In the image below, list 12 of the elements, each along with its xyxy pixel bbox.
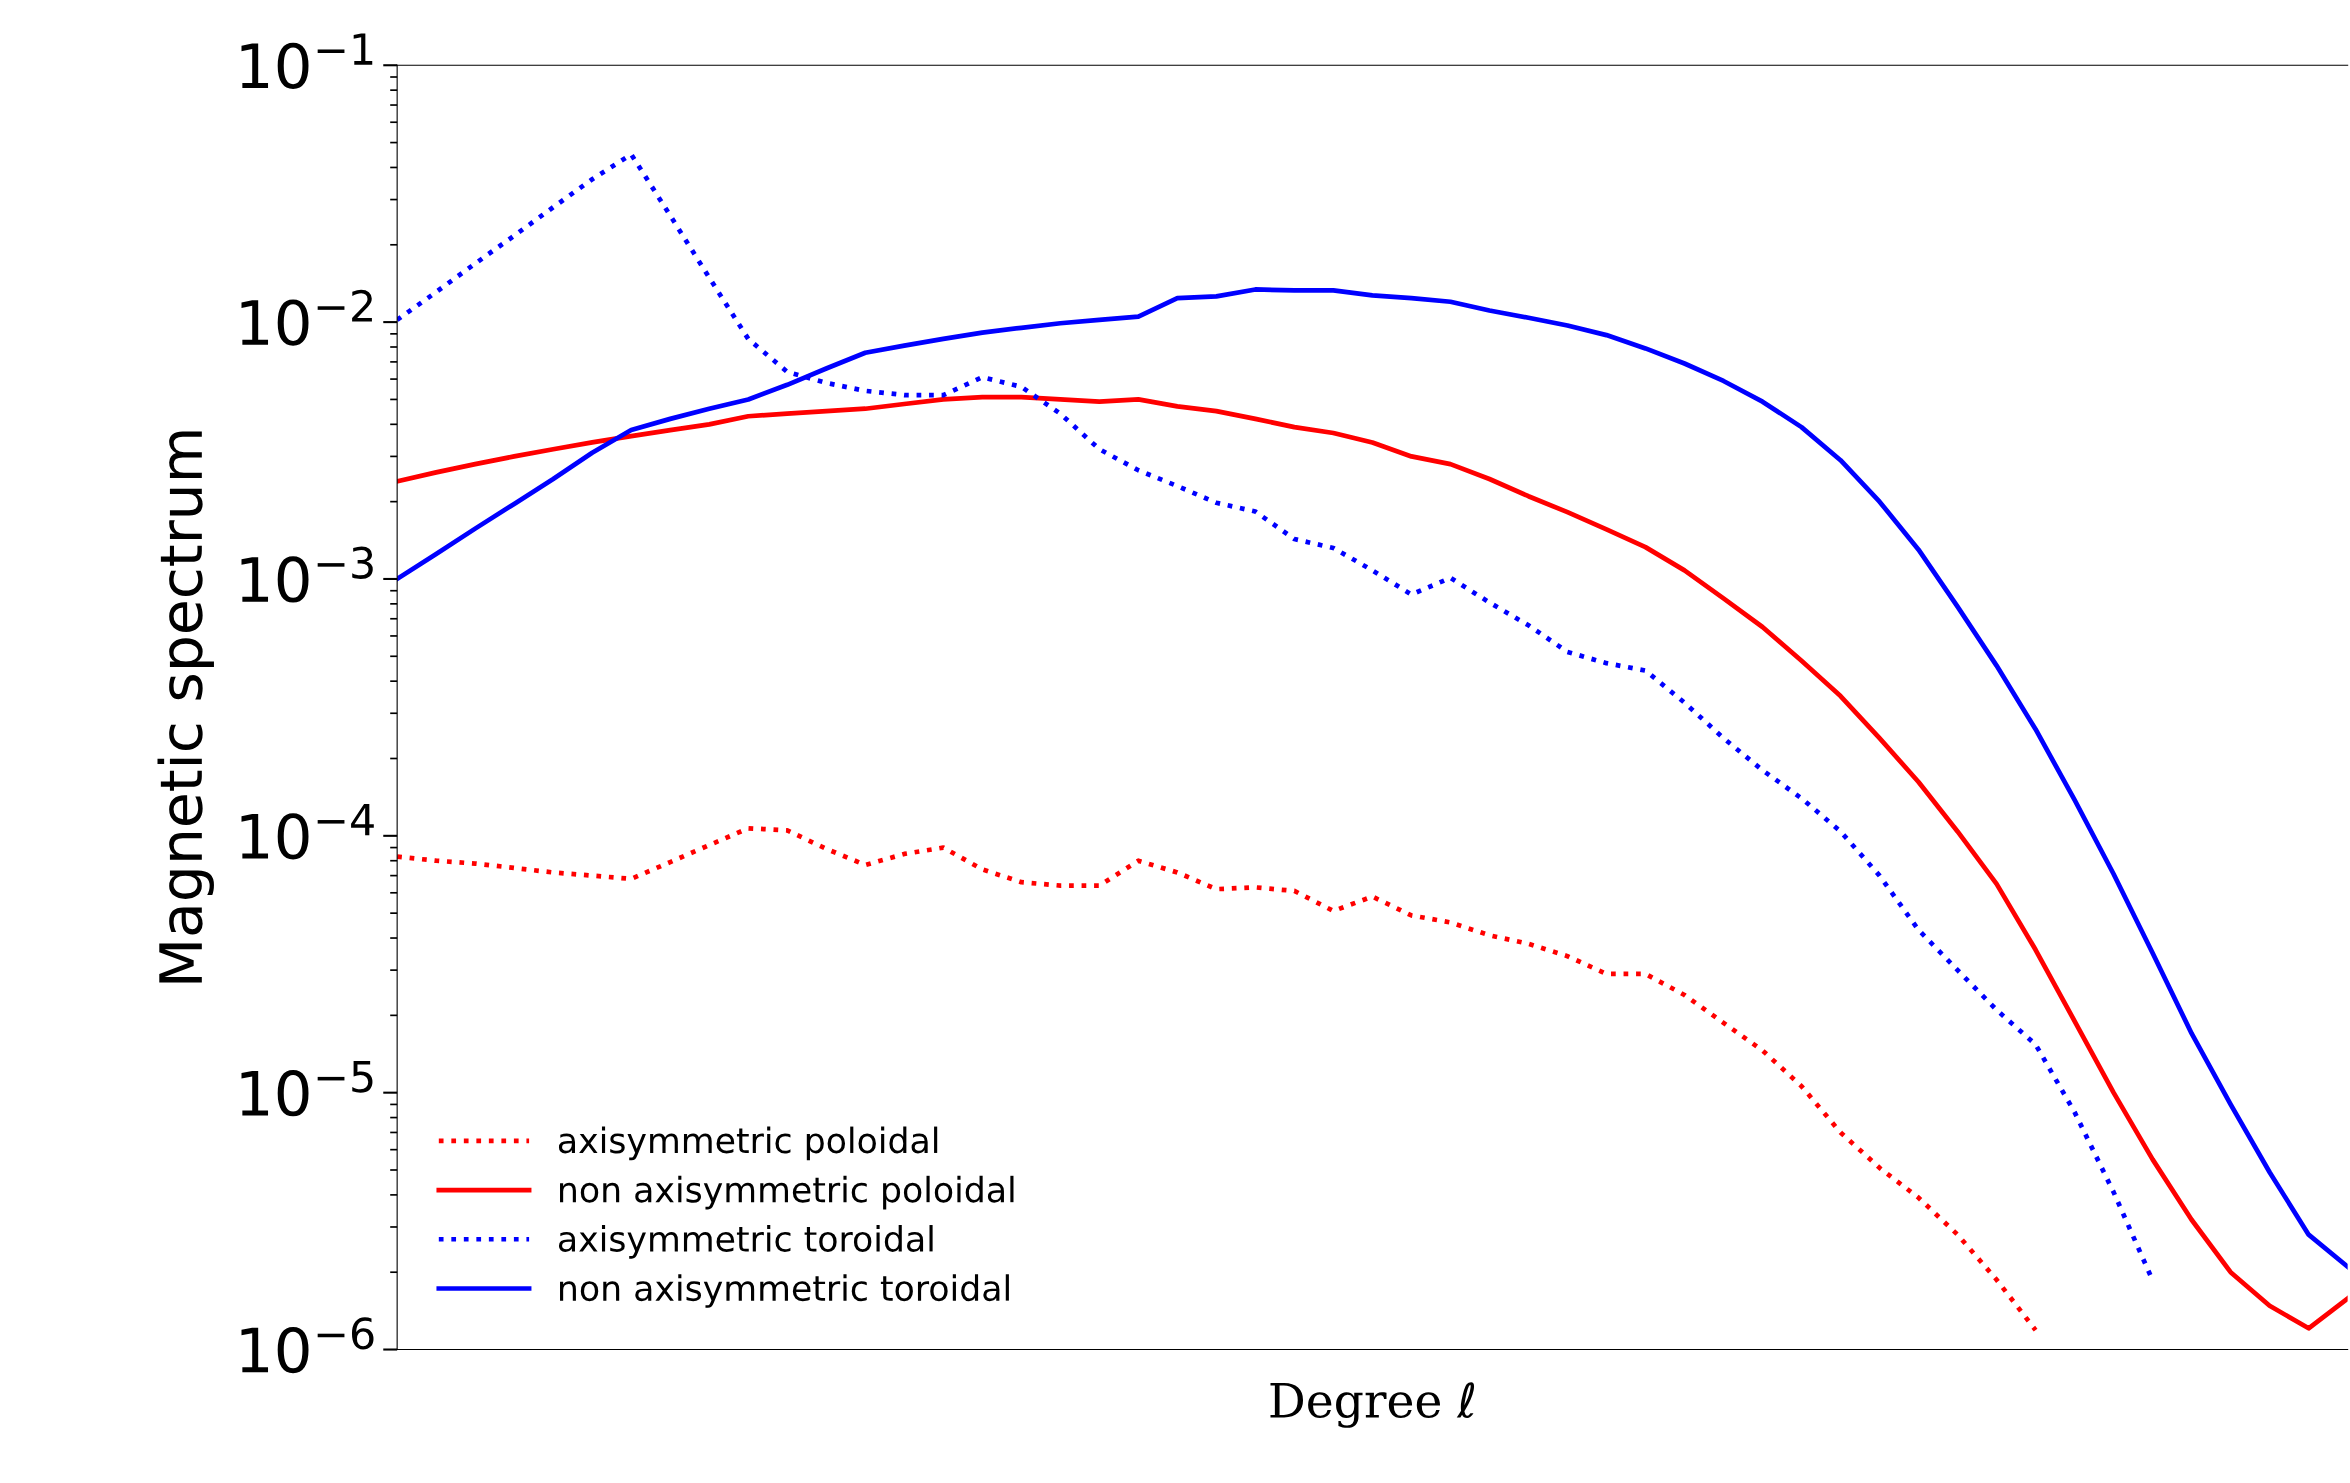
legend-label: axisymmetric poloidal xyxy=(558,1126,938,1161)
legend-label: axisymmetric toroidal xyxy=(558,1225,933,1259)
y-tick-label: 10$^{−2}$ xyxy=(241,289,372,346)
y-tick-label: 10$^{−4}$ xyxy=(241,804,374,860)
y-axis-title: Magnetic spectrum xyxy=(157,431,214,983)
y-tick-label: 10$^{−5}$ xyxy=(241,1060,373,1117)
legend-label: non axisymmetric poloidal xyxy=(560,1175,1014,1210)
y-tick-label: 10$^{−3}$ xyxy=(241,546,373,603)
legend-label: non axisymmetric toroidal xyxy=(560,1274,1009,1308)
y-tick-label: 10$^{−1}$ xyxy=(241,33,373,89)
y-tick-label: 10$^{−6}$ xyxy=(241,1317,374,1374)
x-axis-title: Degree ℓ xyxy=(1270,1382,1475,1428)
